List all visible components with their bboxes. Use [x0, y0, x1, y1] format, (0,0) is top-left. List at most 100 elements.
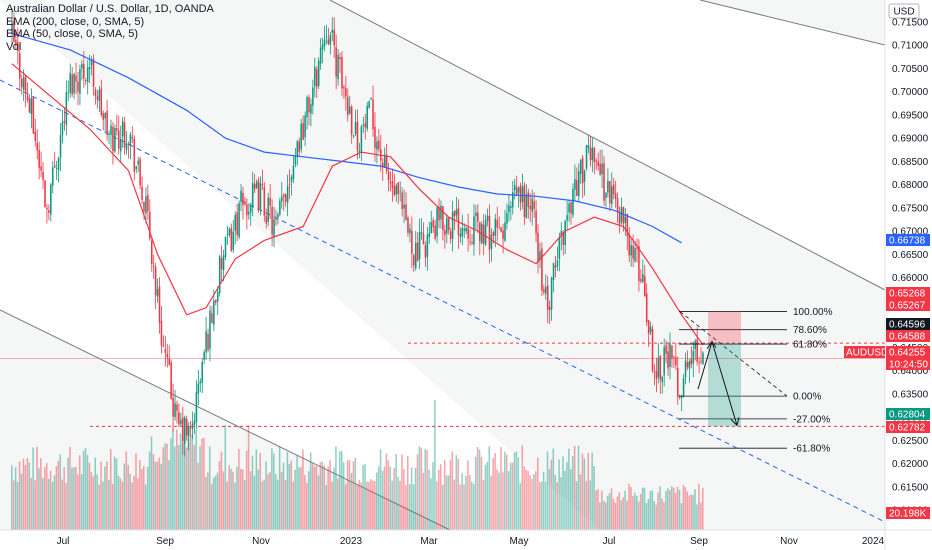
- candle-body[interactable]: [294, 155, 297, 165]
- candle-body[interactable]: [628, 234, 631, 256]
- candle-body[interactable]: [156, 288, 159, 297]
- candle-body[interactable]: [114, 128, 116, 152]
- candle-body[interactable]: [574, 178, 576, 190]
- candle-body[interactable]: [564, 220, 566, 245]
- candle-body[interactable]: [651, 329, 654, 372]
- candle-body[interactable]: [698, 361, 700, 363]
- candle-body[interactable]: [50, 184, 52, 215]
- candle-body[interactable]: [238, 203, 240, 238]
- candle-body[interactable]: [220, 258, 223, 270]
- candle-body[interactable]: [34, 131, 37, 142]
- candle-body[interactable]: [618, 213, 621, 225]
- candle-body[interactable]: [275, 218, 277, 220]
- channel-top-line[interactable]: [699, 0, 885, 46]
- candle-body[interactable]: [263, 187, 266, 216]
- candle-body[interactable]: [125, 143, 128, 151]
- candle-body[interactable]: [232, 231, 235, 250]
- candle-body[interactable]: [492, 232, 495, 236]
- candle-body[interactable]: [207, 334, 209, 351]
- price-tag[interactable]: [886, 346, 930, 370]
- candle-body[interactable]: [663, 347, 665, 376]
- candle-body[interactable]: [420, 232, 423, 234]
- candle-body[interactable]: [640, 279, 642, 282]
- candle-body[interactable]: [104, 113, 106, 119]
- candle-body[interactable]: [671, 345, 673, 359]
- candle-body[interactable]: [112, 126, 114, 152]
- candle-body[interactable]: [13, 21, 15, 42]
- candle-body[interactable]: [647, 320, 650, 334]
- candle-body[interactable]: [251, 182, 254, 208]
- candle-body[interactable]: [605, 192, 607, 199]
- candle-body[interactable]: [343, 86, 345, 89]
- candle-body[interactable]: [158, 286, 161, 323]
- candle-body[interactable]: [123, 122, 126, 148]
- candle-body[interactable]: [347, 97, 349, 116]
- candle-body[interactable]: [655, 371, 658, 380]
- ema200-label[interactable]: EMA (200, close, 0, SMA, 5): [6, 15, 145, 28]
- candle-body[interactable]: [407, 217, 409, 233]
- candle-body[interactable]: [570, 202, 572, 214]
- candle-body[interactable]: [187, 425, 190, 437]
- candle-body[interactable]: [500, 227, 502, 232]
- candle-body[interactable]: [634, 248, 636, 262]
- candle-body[interactable]: [414, 242, 417, 269]
- candle-body[interactable]: [242, 192, 244, 206]
- candle-body[interactable]: [325, 36, 328, 38]
- candle-body[interactable]: [405, 204, 407, 221]
- candle-body[interactable]: [513, 184, 516, 191]
- candle-body[interactable]: [73, 73, 75, 94]
- candle-body[interactable]: [267, 197, 269, 222]
- candle-body[interactable]: [692, 350, 695, 364]
- candle-body[interactable]: [477, 212, 479, 222]
- candle-body[interactable]: [527, 192, 530, 207]
- candle-body[interactable]: [152, 266, 155, 268]
- price-tag[interactable]: [886, 507, 930, 519]
- candle-body[interactable]: [560, 230, 563, 236]
- candle-body[interactable]: [265, 216, 268, 224]
- candle-body[interactable]: [143, 202, 145, 212]
- candle-body[interactable]: [682, 378, 685, 397]
- price-tag[interactable]: [886, 408, 930, 420]
- candle-body[interactable]: [317, 60, 320, 86]
- candle-body[interactable]: [333, 29, 335, 46]
- candle-body[interactable]: [426, 234, 429, 257]
- candle-body[interactable]: [84, 80, 87, 81]
- candle-body[interactable]: [638, 246, 640, 282]
- candle-body[interactable]: [255, 182, 258, 188]
- candle-body[interactable]: [581, 157, 584, 184]
- candle-body[interactable]: [176, 404, 178, 411]
- price-tag[interactable]: [886, 330, 930, 342]
- candle-body[interactable]: [69, 72, 72, 93]
- candle-body[interactable]: [599, 163, 601, 176]
- candle-body[interactable]: [298, 141, 301, 152]
- candle-body[interactable]: [416, 242, 419, 261]
- candle-body[interactable]: [653, 371, 656, 373]
- ema50-line[interactable]: [11, 63, 704, 346]
- candle-body[interactable]: [15, 40, 17, 45]
- candle-body[interactable]: [473, 216, 475, 245]
- candle-body[interactable]: [362, 125, 365, 127]
- candle-body[interactable]: [284, 194, 287, 202]
- candle-body[interactable]: [469, 241, 471, 242]
- price-tag[interactable]: [886, 287, 930, 299]
- candle-body[interactable]: [197, 383, 200, 394]
- candle-body[interactable]: [185, 418, 188, 436]
- candle-body[interactable]: [376, 141, 378, 150]
- candle-body[interactable]: [75, 75, 77, 82]
- candle-body[interactable]: [281, 196, 283, 202]
- candle-body[interactable]: [475, 212, 477, 216]
- candle-body[interactable]: [482, 224, 485, 244]
- candle-body[interactable]: [271, 206, 273, 235]
- candle-body[interactable]: [449, 231, 452, 240]
- candle-body[interactable]: [236, 212, 238, 235]
- candle-body[interactable]: [680, 396, 683, 398]
- candle-body[interactable]: [399, 191, 401, 193]
- candle-body[interactable]: [48, 210, 50, 213]
- candle-body[interactable]: [133, 138, 136, 172]
- candle-body[interactable]: [562, 231, 565, 245]
- candle-body[interactable]: [314, 67, 316, 86]
- candle-body[interactable]: [57, 157, 60, 170]
- candle-body[interactable]: [131, 136, 134, 139]
- candle-body[interactable]: [700, 360, 702, 362]
- candle-body[interactable]: [327, 39, 330, 45]
